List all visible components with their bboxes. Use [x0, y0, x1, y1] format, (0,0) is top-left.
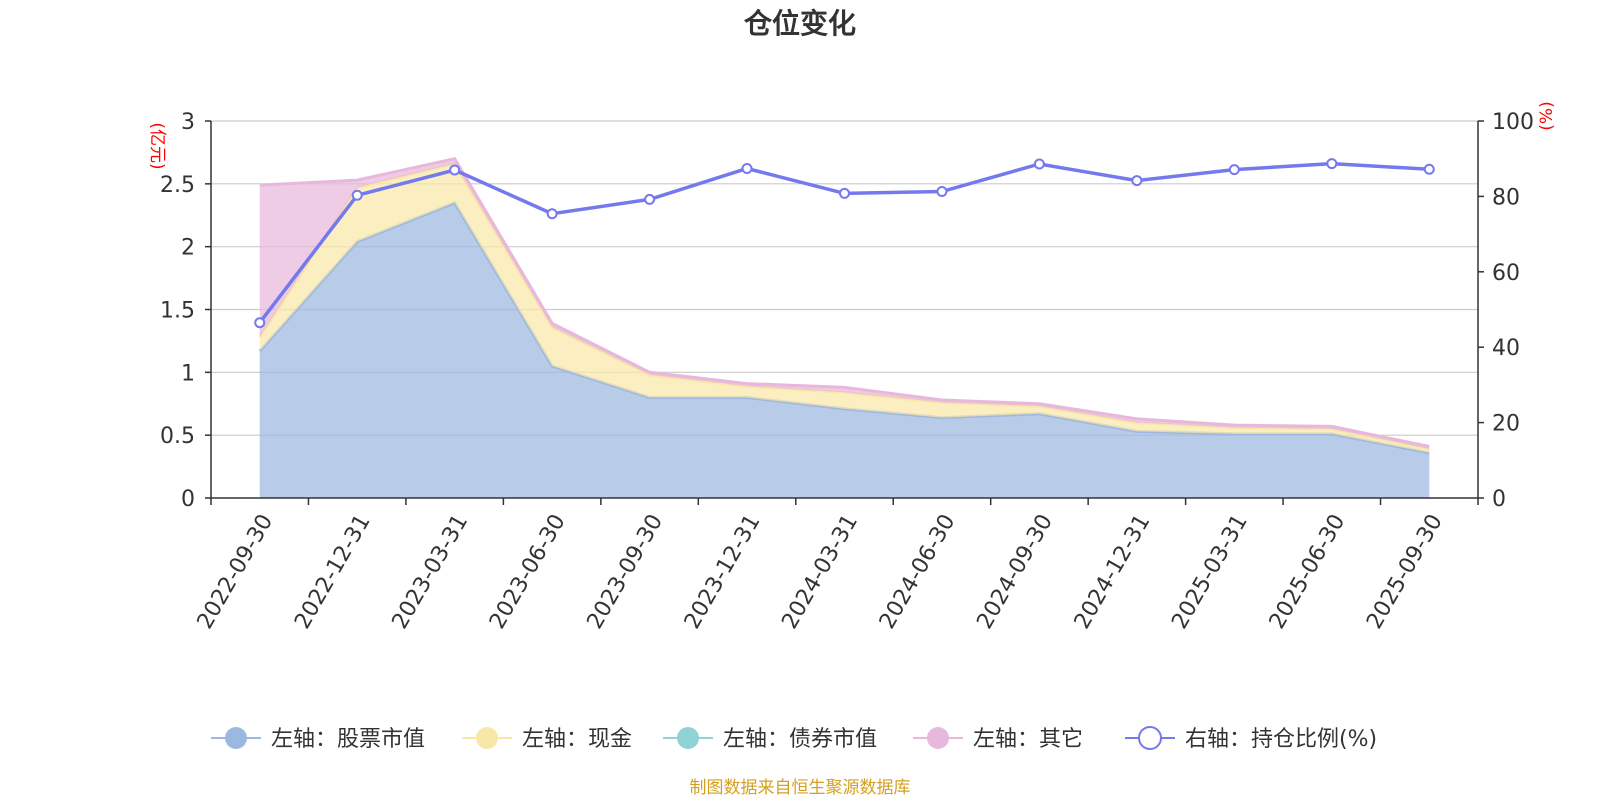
area-series-0: [259, 202, 1430, 498]
x-axis-label: 2024-06-30: [875, 510, 961, 633]
left-axis-tick-label: 1.5: [160, 299, 195, 324]
left-axis-tick-label: 0.5: [160, 424, 195, 449]
right-axis-unit: (%): [1537, 101, 1557, 130]
legend-marker: [225, 727, 247, 749]
left-axis-tick-label: 0: [181, 487, 195, 512]
x-axis-label: 2025-09-30: [1362, 510, 1448, 633]
right-axis-tick-label: 100: [1492, 110, 1534, 135]
holding-ratio-point: [936, 185, 948, 197]
holding-ratio-point: [741, 163, 753, 175]
chart-title: 仓位变化: [744, 7, 856, 40]
x-axis-label: 2023-06-30: [485, 510, 571, 633]
x-axis-label: 2022-12-31: [290, 510, 376, 633]
x-axis-label: 2024-03-31: [777, 510, 863, 633]
holding-ratio-point: [644, 193, 656, 205]
legend-label: 左轴：债券市值: [723, 727, 877, 752]
legend-label: 左轴：现金: [522, 727, 632, 752]
left-axis-tick-label: 3: [181, 110, 195, 135]
x-axis-label: 2023-03-31: [388, 510, 474, 633]
x-axis-label: 2023-09-30: [583, 510, 669, 633]
area-series-line-3: [259, 157, 1430, 448]
legend-marker-hollow: [1138, 726, 1162, 750]
legend-label: 左轴：其它: [973, 727, 1083, 752]
left-axis-tick-label: 2: [181, 236, 195, 261]
holding-ratio-point: [1131, 175, 1143, 187]
area-series-3: [259, 158, 1430, 449]
holding-ratio-point: [254, 317, 266, 329]
x-axis-label: 2024-09-30: [972, 510, 1058, 633]
right-axis-tick-label: 0: [1492, 487, 1506, 512]
holding-ratio-point: [546, 208, 558, 220]
stacked-areas: [258, 157, 1430, 498]
x-axis-label: 2025-03-31: [1167, 510, 1253, 633]
legend-label: 右轴：持仓比例(%): [1185, 727, 1377, 752]
legend-label: 左轴：股票市值: [271, 727, 425, 752]
holding-ratio-point: [351, 189, 363, 201]
right-axis-tick-label: 80: [1492, 185, 1520, 210]
data-source-note: 制图数据来自恒生聚源数据库: [690, 778, 911, 798]
holding-ratio-series: [254, 158, 1435, 329]
legend-marker: [927, 727, 949, 749]
left-axis-unit: (亿元): [147, 122, 167, 169]
right-axis-tick-label: 20: [1492, 412, 1520, 437]
holding-ratio-point: [449, 164, 461, 176]
legend-marker: [476, 727, 498, 749]
x-axis-label: 2024-12-31: [1070, 510, 1156, 633]
area-series-1: [259, 163, 1430, 453]
holding-ratio-point: [839, 187, 850, 199]
holding-ratio-point: [1423, 163, 1435, 175]
right-axis-tick-label: 60: [1492, 261, 1520, 286]
x-axis-label: 2025-06-30: [1265, 510, 1351, 633]
legend-marker: [677, 727, 699, 749]
holding-ratio-point: [1033, 158, 1045, 170]
holding-ratio-point: [1326, 158, 1338, 170]
left-axis-tick-label: 1: [181, 361, 195, 386]
left-axis-tick-label: 2.5: [160, 173, 195, 198]
x-axis-label: 2023-12-31: [680, 510, 766, 633]
legend: 左轴：股票市值 左轴：现金 左轴：债券市值 左轴：其它 右轴：持仓比例(%): [211, 726, 1377, 752]
x-axis-label: 2022-09-30: [193, 510, 279, 633]
right-axis-tick-label: 40: [1492, 336, 1520, 361]
holding-ratio-point: [1228, 164, 1240, 176]
